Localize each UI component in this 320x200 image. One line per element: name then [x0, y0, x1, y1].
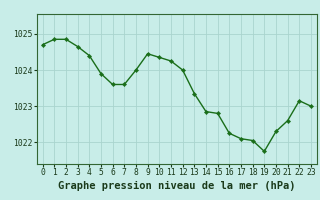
X-axis label: Graphe pression niveau de la mer (hPa): Graphe pression niveau de la mer (hPa)	[58, 181, 296, 191]
